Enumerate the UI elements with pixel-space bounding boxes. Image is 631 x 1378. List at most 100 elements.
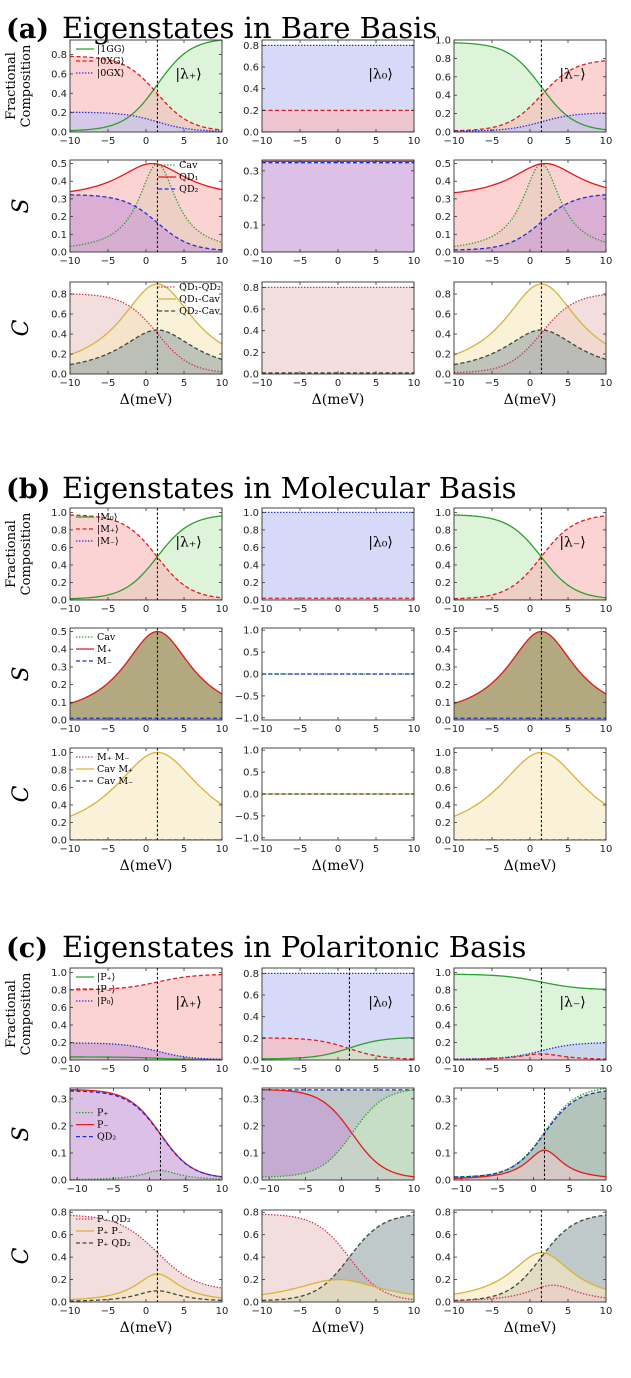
x-tick-label: 5 (373, 1306, 379, 1317)
x-tick-label: 0 (143, 1306, 149, 1317)
x-tick-label: 0 (143, 136, 149, 147)
plot-area (70, 40, 222, 132)
series-line (70, 630, 222, 705)
x-axis-label: Δ(meV) (504, 1320, 557, 1336)
y-tick-label: 0.6 (51, 69, 67, 80)
chart-panel-a31: −10 −5 0 5 10 0.0 0.2 0.4 0.6 0.8 QD₁-QD₂QD₁-CavQD… (9, 281, 228, 408)
legend-label: P₋ (97, 1120, 108, 1131)
x-tick-label: −10 (251, 136, 272, 147)
x-tick-label: −10 (59, 378, 80, 389)
series-line (70, 162, 222, 193)
y-tick-label: 0.1 (51, 698, 67, 709)
chart-panel-a22: −10 −5 0 5 10 0.0 0.1 0.2 0.3 (243, 159, 420, 267)
x-tick-label: −10 (251, 844, 272, 855)
series-fill (70, 631, 222, 720)
legend-label: |0XG⟩ (97, 56, 124, 67)
plot-area (70, 1210, 222, 1302)
legend-label: M₊ M₋ (97, 752, 130, 763)
y-tick-label: −0.5 (235, 691, 259, 702)
legend-label: |M₊⟩ (97, 524, 119, 535)
x-tick-label: 10 (600, 724, 613, 735)
x-tick-label: 5 (375, 1184, 381, 1195)
x-tick-label: −5 (485, 724, 500, 735)
series-fill (262, 973, 414, 1060)
series-line (454, 329, 606, 366)
x-tick-label: −10 (443, 604, 464, 615)
y-tick-label: 0.0 (435, 370, 451, 381)
x-tick-label: 0 (527, 724, 533, 735)
y-tick-label: 0.6 (435, 543, 451, 554)
series-fill (454, 515, 606, 600)
series-fill (70, 752, 222, 840)
legend-label: QD₁ (179, 172, 198, 183)
y-tick-label: 0.1 (51, 1148, 67, 1159)
y-tick-label: 1.0 (243, 508, 259, 519)
x-tick-label: −10 (59, 136, 80, 147)
series-line (70, 1169, 222, 1180)
y-tick-label: 0.4 (243, 1012, 259, 1023)
y-tick-label: 0.6 (243, 1230, 259, 1241)
x-tick-label: −10 (443, 844, 464, 855)
series-fill (454, 1285, 606, 1302)
plot-area (262, 286, 414, 374)
chart-panel-c32: −10 −5 0 5 10 0.0 0.2 0.4 0.6 0.8 Δ(meV) (243, 1208, 420, 1336)
y-tick-label: 0.2 (435, 1038, 451, 1049)
legend-label: P₊ P₋ (97, 1226, 123, 1237)
y-tick-label: 0.4 (51, 177, 67, 188)
y-tick-label: 0.0 (435, 596, 451, 607)
y-tick-label: 0.3 (51, 1094, 67, 1105)
legend: |P₊⟩|P₋⟩|P₀⟩ (76, 972, 115, 1007)
series-fill (262, 1089, 414, 1180)
series-fill (454, 194, 606, 252)
x-tick-label: −5 (101, 378, 116, 389)
y-tick-label: 0.4 (51, 1020, 67, 1031)
x-axis-label: Δ(meV) (312, 392, 365, 408)
series-line (70, 1273, 222, 1301)
x-tick-label: −5 (485, 844, 500, 855)
y-tick-label: 0.4 (243, 1253, 259, 1264)
legend: |M₀⟩|M₊⟩|M₋⟩ (76, 512, 119, 547)
chart-panel-b22: −10 −5 0 5 10 −1.0 −0.5 0.0 0.5 1.0 (235, 626, 421, 735)
plot-area (70, 282, 222, 374)
y-tick-label: 0.6 (51, 543, 67, 554)
legend-label: Cav M₋ (97, 776, 133, 787)
state-label: |λ₀⟩ (368, 995, 393, 1011)
x-axis-label: Δ(meV) (120, 1320, 173, 1336)
y-tick-label: 0.2 (243, 578, 259, 589)
y-tick-label: 0.2 (51, 108, 67, 119)
chart-panel-b11: −10 −5 0 5 10 0.0 0.2 0.4 0.6 0.8 1.0 |λ₊⟩ |M₀⟩|M₊⟩|… (4, 507, 228, 615)
y-tick-label: 0.6 (243, 543, 259, 554)
series-fill (70, 1273, 222, 1302)
chart-panel-a23: −10 −5 0 5 10 0.0 0.1 0.2 0.3 0.4 0.5 (435, 159, 612, 267)
y-tick-label: 0.4 (435, 91, 451, 102)
y-tick-label: 0.0 (243, 248, 259, 259)
chart-panel-c13: −10 −5 0 5 10 0.0 0.2 0.4 0.6 0.8 1.0 |λ₋⟩ (435, 967, 612, 1075)
y-tick-label: 0.6 (243, 991, 259, 1002)
x-tick-label: −5 (293, 604, 308, 615)
legend-label: |P₀⟩ (97, 996, 114, 1007)
plot-area (454, 160, 606, 252)
state-label: |λ₀⟩ (368, 535, 393, 551)
chart-panel-c33: −10 −5 0 5 10 0.0 0.2 0.4 0.6 0.8 Δ(meV) (435, 1208, 612, 1336)
chart-panel-c22: −10 −5 0 5 10 0.0 0.1 0.2 0.3 (243, 1087, 420, 1195)
y-tick-label: 0.0 (435, 1298, 451, 1309)
x-tick-label: 10 (408, 844, 421, 855)
legend-label: QD₁-QD₂ (179, 282, 221, 293)
x-tick-label: −10 (443, 1306, 464, 1317)
y-tick-label: 0.2 (435, 578, 451, 589)
series-line (454, 514, 606, 599)
y-tick-label: 0.0 (51, 1298, 67, 1309)
plot-area (70, 1088, 222, 1180)
y-tick-label: 0.4 (435, 1253, 451, 1264)
plot-area (70, 160, 222, 252)
series-fill (454, 631, 606, 720)
x-tick-label: −5 (293, 1064, 308, 1075)
x-axis-label: Δ(meV) (312, 858, 365, 874)
x-tick-label: −10 (259, 1184, 280, 1195)
x-tick-label: −10 (59, 256, 80, 267)
series-line (262, 1278, 414, 1296)
series-line (454, 1053, 606, 1060)
x-tick-label: −10 (443, 256, 464, 267)
